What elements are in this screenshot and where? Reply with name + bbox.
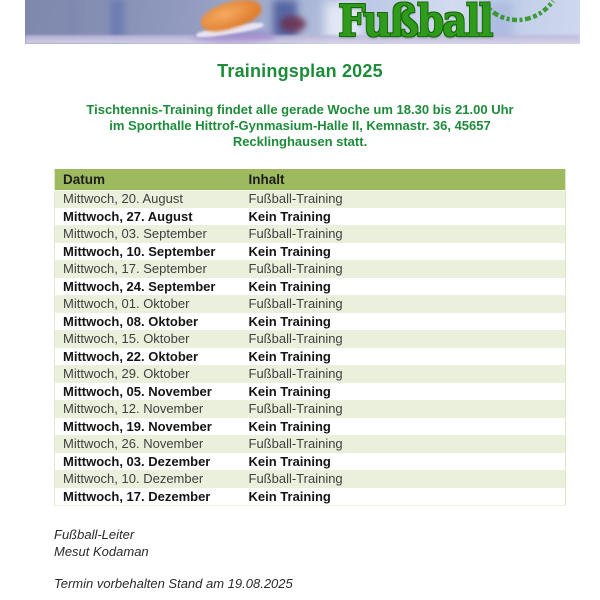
date-cell: Mittwoch, 10. Dezember xyxy=(54,470,241,488)
status-note: Termin vorbehalten Stand am 19.08.2025 xyxy=(54,576,293,591)
column-header-inhalt: Inhalt xyxy=(240,169,566,191)
table-row: Mittwoch, 15. Oktober Fußball-Training xyxy=(54,330,566,348)
signature-role: Fußball-Leiter xyxy=(54,527,135,542)
date-cell: Mittwoch, 12. November xyxy=(54,400,241,418)
table-row: Mittwoch, 03. Dezember Kein Training xyxy=(54,452,566,471)
table-row: Mittwoch, 10. Dezember Fußball-Training xyxy=(54,470,566,488)
table-row: Mittwoch, 10. September Kein Training xyxy=(54,242,566,261)
content-cell: Kein Training xyxy=(240,417,566,436)
content-cell: Fußball-Training xyxy=(240,260,566,278)
content-cell: Fußball-Training xyxy=(240,190,566,208)
table-body: Mittwoch, 20. August Fußball-Training Mi… xyxy=(54,190,566,506)
table-row: Mittwoch, 24. September Kein Training xyxy=(54,277,566,296)
content-cell: Kein Training xyxy=(240,347,566,366)
date-cell: Mittwoch, 03. Dezember xyxy=(54,452,241,471)
training-schedule-table: Datum Inhalt Mittwoch, 20. August Fußbal… xyxy=(54,169,566,506)
date-cell: Mittwoch, 08. Oktober xyxy=(54,312,241,331)
table-row: Mittwoch, 17. September Fußball-Training xyxy=(54,260,566,278)
content-cell: Kein Training xyxy=(240,312,566,331)
table-row: Mittwoch, 26. November Fußball-Training xyxy=(54,435,566,453)
intro-text: Tischtennis-Training findet alle gerade … xyxy=(0,102,600,150)
intro-line: im Sporthalle Hittrof-Gynmasium-Halle II… xyxy=(109,118,491,133)
signature-block: Fußball-Leiter Mesut Kodaman xyxy=(54,527,149,560)
table-row: Mittwoch, 08. Oktober Kein Training xyxy=(54,312,566,331)
table-row: Mittwoch, 03. September Fußball-Training xyxy=(54,225,566,243)
photo-blur-streak xyxy=(67,0,77,44)
content-cell: Kein Training xyxy=(240,452,566,471)
table-row: Mittwoch, 19. November Kein Training xyxy=(54,417,566,436)
content-cell: Fußball-Training xyxy=(240,365,566,383)
date-cell: Mittwoch, 01. Oktober xyxy=(54,295,241,313)
table-row: Mittwoch, 27. August Kein Training xyxy=(54,207,566,226)
date-cell: Mittwoch, 19. November xyxy=(54,417,241,436)
photo-blur-streak xyxy=(110,0,124,44)
content-cell: Kein Training xyxy=(240,207,566,226)
date-cell: Mittwoch, 15. Oktober xyxy=(54,330,241,348)
date-cell: Mittwoch, 26. November xyxy=(54,435,241,453)
banner-title: Fußball xyxy=(338,0,493,44)
intro-line: Recklinghausen statt. xyxy=(232,134,368,149)
photo-floor-reflection xyxy=(25,35,580,44)
table-row: Mittwoch, 22. Oktober Kein Training xyxy=(54,347,566,366)
date-cell: Mittwoch, 27. August xyxy=(54,207,241,226)
table-row: Mittwoch, 20. August Fußball-Training xyxy=(54,190,566,208)
signature-name: Mesut Kodaman xyxy=(54,543,149,559)
date-cell: Mittwoch, 17. September xyxy=(54,260,241,278)
table-row: Mittwoch, 01. Oktober Fußball-Training xyxy=(54,295,566,313)
content-cell: Fußball-Training xyxy=(240,470,566,488)
date-cell: Mittwoch, 29. Oktober xyxy=(54,365,241,383)
photo-floor-glow xyxy=(193,31,277,42)
content-cell: Fußball-Training xyxy=(240,225,566,243)
content-cell: Kein Training xyxy=(240,382,566,401)
date-cell: Mittwoch, 20. August xyxy=(54,190,241,208)
content-cell: Kein Training xyxy=(240,487,566,506)
intro-line: Tischtennis-Training findet alle gerade … xyxy=(86,102,514,117)
content-cell: Kein Training xyxy=(240,242,566,261)
content-cell: Kein Training xyxy=(240,277,566,296)
date-cell: Mittwoch, 22. Oktober xyxy=(54,347,241,366)
content-cell: Fußball-Training xyxy=(240,435,566,453)
table-header-row: Datum Inhalt xyxy=(54,169,566,191)
header-photo-banner: Fußball xyxy=(25,0,580,44)
date-cell: Mittwoch, 17. Dezember xyxy=(54,487,241,506)
table-row: Mittwoch, 29. Oktober Fußball-Training xyxy=(54,365,566,383)
date-cell: Mittwoch, 10. September xyxy=(54,242,241,261)
date-cell: Mittwoch, 05. November xyxy=(54,382,241,401)
content-cell: Fußball-Training xyxy=(240,400,566,418)
date-cell: Mittwoch, 03. September xyxy=(54,225,241,243)
column-header-datum: Datum xyxy=(54,169,241,191)
table-row: Mittwoch, 12. November Fußball-Training xyxy=(54,400,566,418)
photo-blur-spot xyxy=(280,16,306,32)
table-row: Mittwoch, 05. November Kein Training xyxy=(54,382,566,401)
page-title: Trainingsplan 2025 xyxy=(217,61,383,81)
content-cell: Fußball-Training xyxy=(240,330,566,348)
date-cell: Mittwoch, 24. September xyxy=(54,277,241,296)
content-cell: Fußball-Training xyxy=(240,295,566,313)
table-row: Mittwoch, 17. Dezember Kein Training xyxy=(54,487,566,506)
club-logo-arc-icon xyxy=(482,0,555,23)
